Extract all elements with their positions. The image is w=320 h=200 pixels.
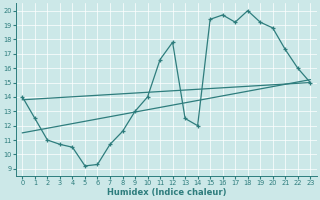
X-axis label: Humidex (Indice chaleur): Humidex (Indice chaleur) <box>107 188 226 197</box>
